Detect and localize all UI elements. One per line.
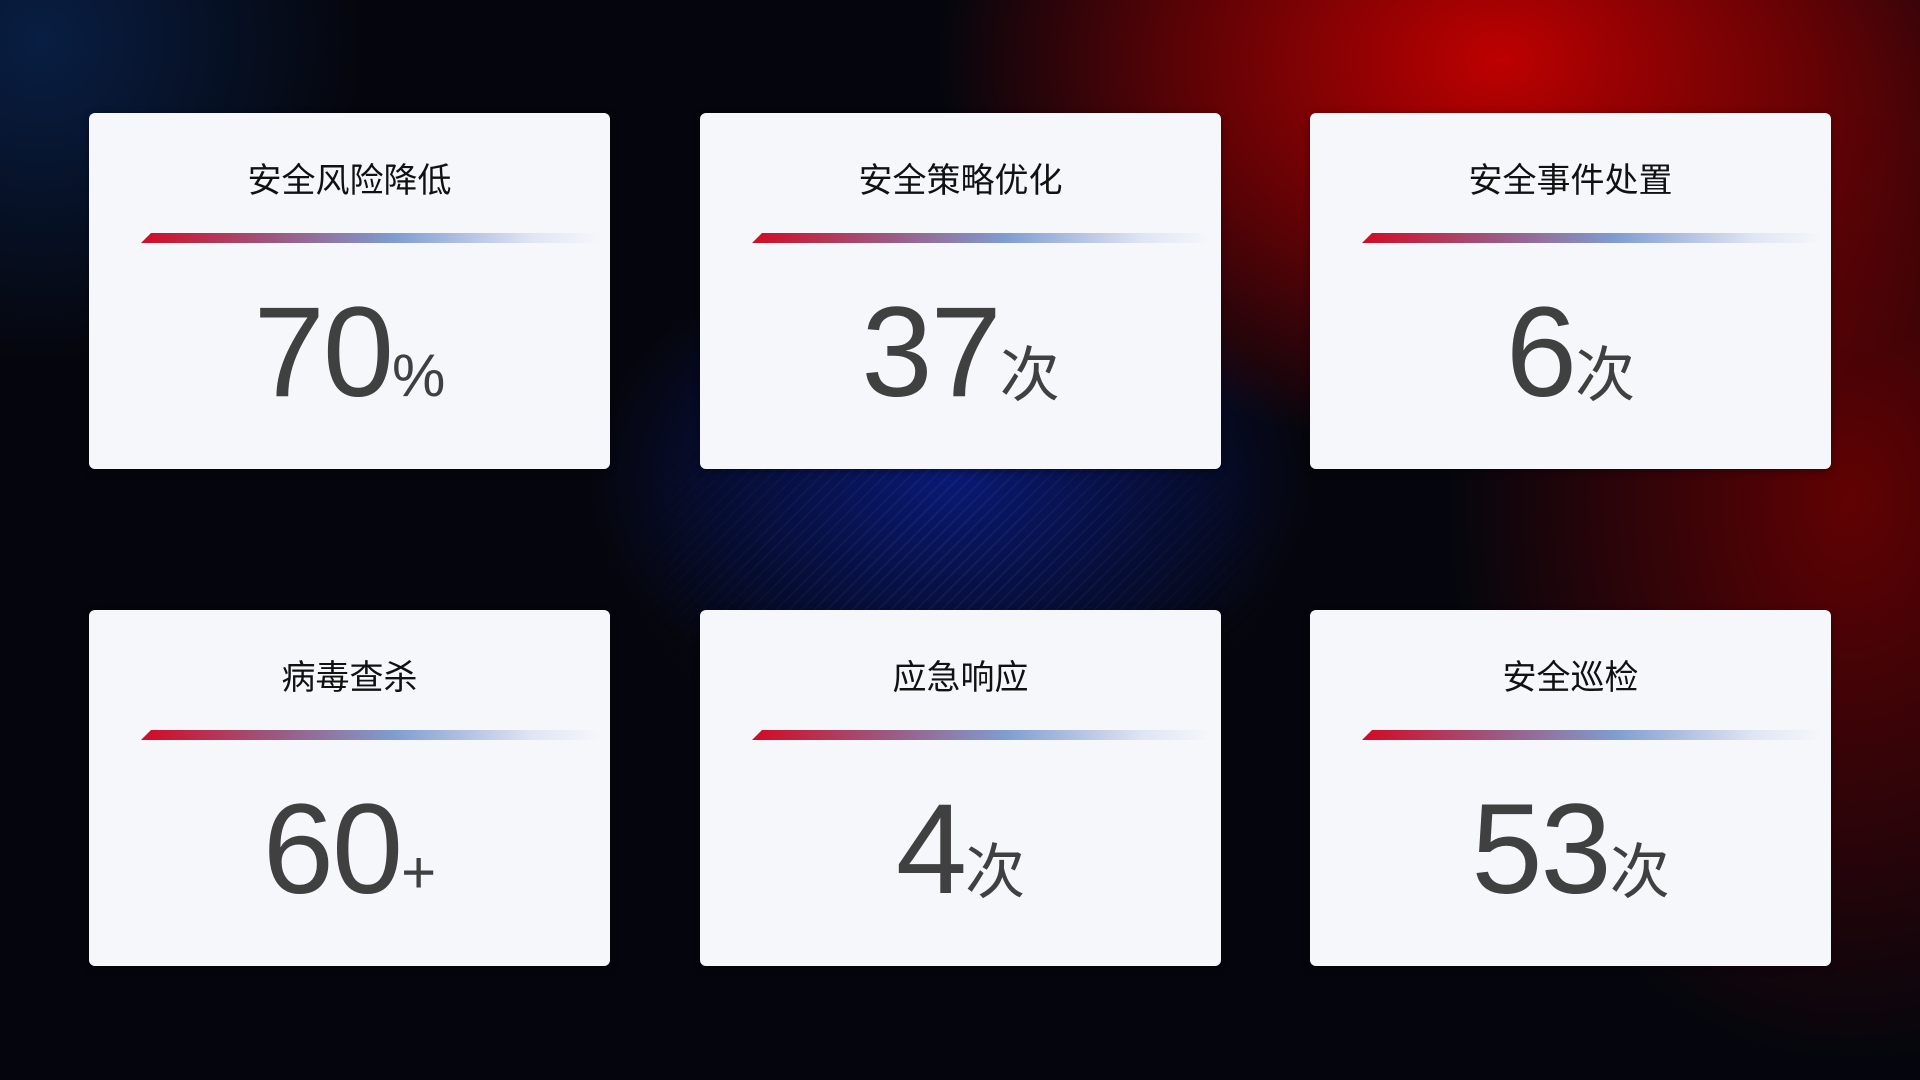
gradient-divider [141, 233, 600, 243]
stat-unit: 次 [965, 839, 1026, 906]
stat-number: 70 [253, 281, 394, 424]
stat-title: 安全巡检 [1502, 658, 1639, 698]
gradient-divider [752, 233, 1211, 243]
stat-unit: % [392, 342, 446, 409]
stat-value: 4次 [700, 780, 1221, 958]
stat-number: 4 [895, 778, 967, 921]
gradient-divider [1362, 233, 1821, 243]
stat-card: 安全事件处置 6次 [1310, 113, 1831, 469]
stat-unit: 次 [999, 342, 1060, 409]
stat-card: 安全风险降低 70% [89, 113, 610, 469]
stat-card: 安全巡检 53次 [1310, 610, 1831, 966]
stat-title: 安全事件处置 [1468, 161, 1673, 201]
stat-title: 安全风险降低 [247, 161, 452, 201]
stat-card: 应急响应 4次 [700, 610, 1221, 966]
stat-title: 安全策略优化 [858, 161, 1063, 201]
stat-number: 60 [262, 778, 403, 921]
stat-value: 6次 [1310, 283, 1831, 461]
stat-unit: 次 [1609, 839, 1670, 906]
stat-unit: 次 [1575, 342, 1636, 409]
stat-unit: + [401, 839, 437, 906]
stat-value: 53次 [1310, 780, 1831, 958]
stat-card: 安全策略优化 37次 [700, 113, 1221, 469]
gradient-divider [141, 730, 600, 740]
gradient-divider [1362, 730, 1821, 740]
stat-title: 病毒查杀 [281, 658, 418, 698]
stat-value: 70% [89, 283, 610, 461]
stat-card: 病毒查杀 60+ [89, 610, 610, 966]
stat-value: 37次 [700, 283, 1221, 461]
stat-number: 53 [1471, 778, 1611, 921]
gradient-divider [752, 730, 1211, 740]
stat-title: 应急响应 [892, 658, 1029, 698]
stat-number: 37 [861, 281, 1001, 424]
stat-number: 6 [1505, 281, 1577, 424]
stat-value: 60+ [89, 780, 610, 958]
